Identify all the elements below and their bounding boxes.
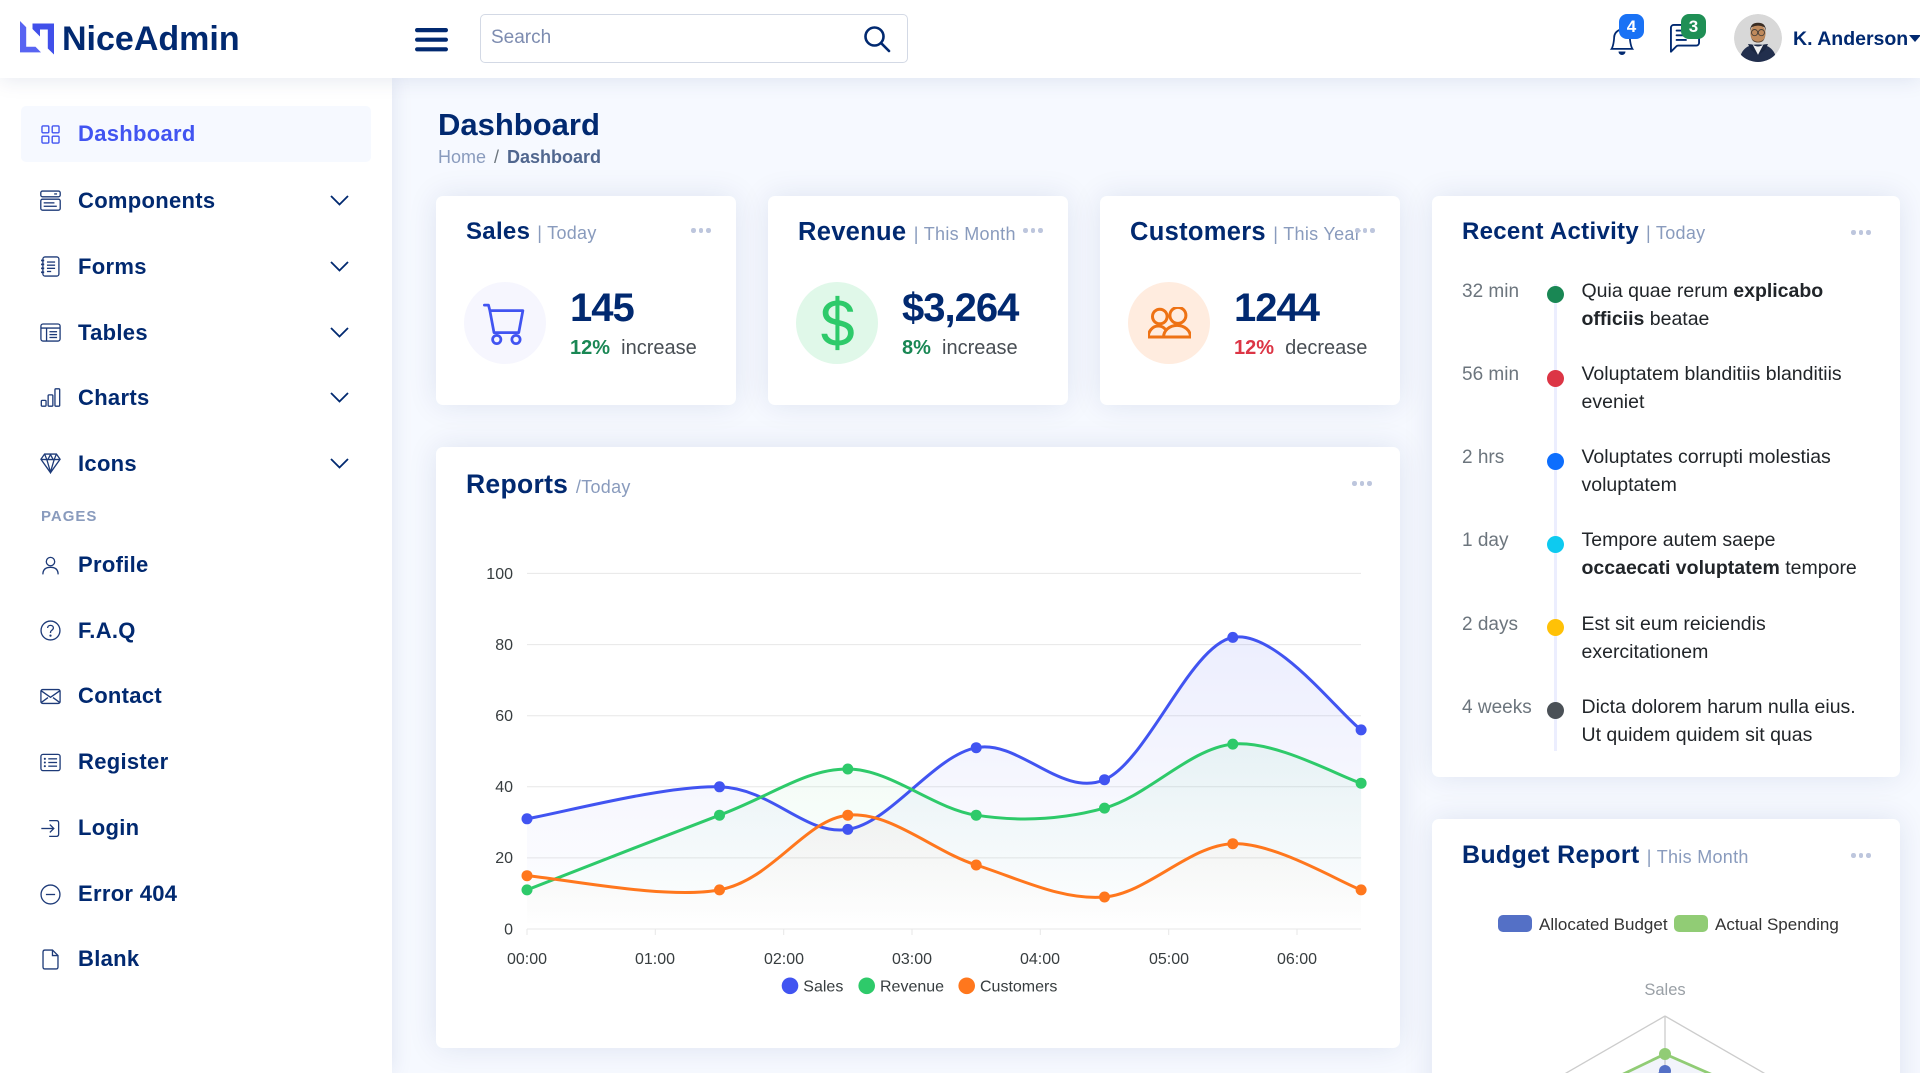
svg-text:20: 20 bbox=[495, 850, 513, 867]
svg-text:80: 80 bbox=[495, 637, 513, 654]
svg-text:0: 0 bbox=[504, 922, 513, 939]
svg-text:60: 60 bbox=[495, 708, 513, 725]
svg-text:00:00: 00:00 bbox=[507, 951, 547, 968]
svg-text:40: 40 bbox=[495, 779, 513, 796]
svg-text:01:00: 01:00 bbox=[635, 951, 675, 968]
svg-text:100: 100 bbox=[486, 566, 513, 583]
svg-text:Customers: Customers bbox=[980, 979, 1057, 996]
svg-text:Sales: Sales bbox=[1644, 981, 1685, 999]
svg-text:Revenue: Revenue bbox=[880, 979, 944, 996]
svg-text:Actual Spending: Actual Spending bbox=[1715, 915, 1839, 934]
svg-text:03:00: 03:00 bbox=[892, 951, 932, 968]
svg-text:02:00: 02:00 bbox=[764, 951, 804, 968]
svg-text:Allocated Budget: Allocated Budget bbox=[1539, 915, 1668, 934]
svg-text:04:00: 04:00 bbox=[1020, 951, 1060, 968]
svg-text:05:00: 05:00 bbox=[1149, 951, 1189, 968]
svg-text:06:00: 06:00 bbox=[1277, 951, 1317, 968]
svg-text:Sales: Sales bbox=[803, 979, 843, 996]
